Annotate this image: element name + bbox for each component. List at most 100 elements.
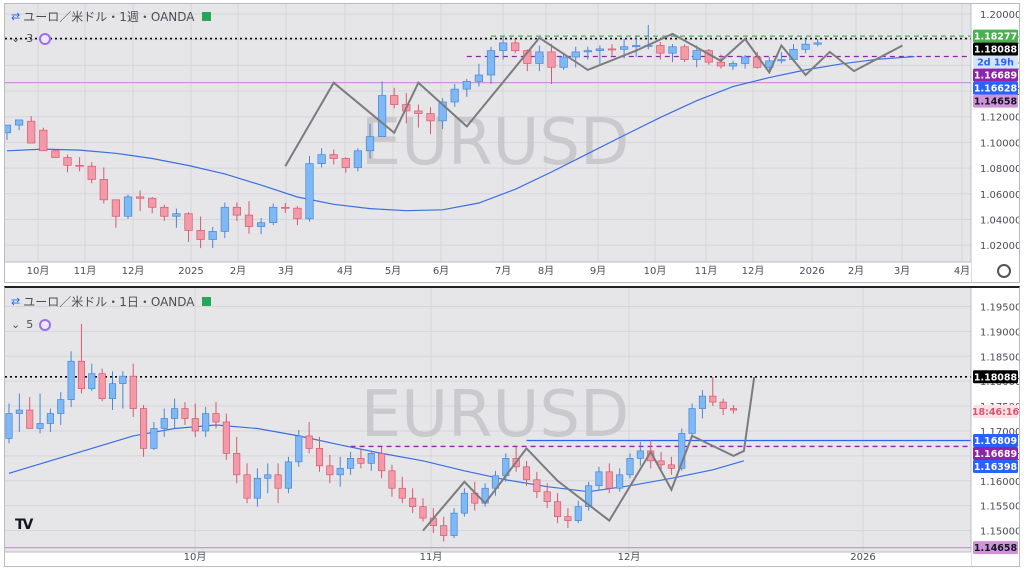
- price-label-tag: [973, 55, 1018, 69]
- candle-body: [619, 46, 629, 50]
- green-flag-icon[interactable]: [201, 12, 211, 21]
- green-flag-icon[interactable]: [201, 297, 211, 306]
- price-tick-label: 1.12000: [980, 113, 1019, 124]
- chevron-down-icon[interactable]: ⌄: [11, 318, 21, 331]
- candle-body: [605, 471, 613, 489]
- candle-body: [119, 375, 127, 384]
- candle-body: [5, 124, 12, 134]
- price-tick-label: 1.18500: [980, 352, 1019, 363]
- candle-body: [135, 196, 145, 199]
- candle-body: [305, 435, 313, 449]
- candle-body: [367, 453, 375, 464]
- daily-indicator-toggle[interactable]: ⌄ 5: [11, 318, 52, 331]
- weekly-chart-pane[interactable]: EURUSD1.200001.180001.160001.140001.1200…: [4, 3, 1020, 283]
- price-label-text: 2d 19h: [977, 58, 1014, 69]
- candle-body: [63, 157, 72, 166]
- price-label-text: 1.16809: [974, 436, 1017, 447]
- price-label-text: 1.14658: [974, 543, 1018, 554]
- candle-body: [212, 413, 220, 423]
- candle-body: [460, 492, 468, 514]
- candle-body: [243, 474, 251, 499]
- candle-body: [39, 129, 48, 152]
- candle-body: [692, 50, 701, 60]
- candle-body: [191, 418, 199, 432]
- time-tick-label: 7月: [495, 265, 511, 277]
- candle-body: [305, 163, 314, 220]
- currency-swap-icon: ⇄: [11, 295, 21, 308]
- price-label-tag: [973, 459, 1018, 473]
- daily-legend: ⇄ ユーロ／米ドル・1日・OANDA: [11, 293, 211, 310]
- candle-body: [281, 206, 290, 209]
- watermark-text: EURUSD: [361, 378, 630, 452]
- candle-body: [688, 408, 696, 434]
- candle-body: [129, 375, 137, 409]
- price-label-tag: [973, 370, 1018, 384]
- candle-body: [315, 448, 324, 467]
- price-tick-label: 1.08000: [980, 164, 1019, 175]
- candle-body: [172, 213, 181, 217]
- time-tick-label: 11月: [420, 551, 443, 563]
- time-tick-label: 3月: [278, 265, 294, 277]
- candle-body: [341, 158, 350, 168]
- candle-body: [232, 206, 242, 216]
- tradingview-logo-icon[interactable]: TV: [15, 517, 33, 533]
- candle-body: [336, 467, 344, 476]
- candle-body: [365, 136, 375, 152]
- price-tick-label: 1.19500: [980, 302, 1019, 313]
- time-axis-background: [5, 552, 971, 566]
- candle-body: [123, 196, 133, 217]
- price-tick-label: 1.15000: [980, 527, 1019, 538]
- candle-body: [553, 501, 562, 517]
- candle-body: [357, 458, 365, 464]
- candle-body: [346, 458, 355, 469]
- candle-body: [636, 450, 644, 459]
- candle-body: [450, 512, 458, 536]
- price-label-tag: [973, 68, 1018, 82]
- candle-body: [388, 470, 396, 489]
- price-label-text: 1.18088: [974, 45, 1018, 56]
- price-tick-label: 1.02000: [980, 241, 1019, 252]
- candle-body: [181, 408, 189, 419]
- price-tick-label: 1.16000: [980, 477, 1019, 488]
- refresh-icon[interactable]: [39, 32, 52, 45]
- candle-body: [571, 51, 580, 58]
- candle-body: [208, 231, 217, 240]
- candle-body: [698, 395, 707, 409]
- candle-body: [377, 95, 387, 137]
- candle-body: [51, 150, 60, 158]
- candle-body: [414, 110, 423, 114]
- moving-average-line: [6, 56, 915, 212]
- candle-body: [716, 61, 726, 67]
- weekly-chart-canvas[interactable]: EURUSD1.200001.180001.160001.140001.1200…: [5, 4, 1019, 282]
- time-tick-label: 6月: [433, 265, 449, 277]
- watermark-text: EURUSD: [361, 106, 630, 180]
- daily-chart-pane[interactable]: EURUSD1.195001.190001.185001.180001.1750…: [4, 286, 1020, 567]
- gear-icon[interactable]: [997, 264, 1011, 278]
- daily-chart-canvas[interactable]: EURUSD1.195001.190001.185001.180001.1750…: [5, 288, 1019, 566]
- refresh-icon[interactable]: [39, 318, 52, 331]
- time-tick-label: 11月: [74, 265, 97, 277]
- candle-body: [67, 360, 75, 400]
- candle-body: [171, 408, 179, 419]
- candle-body: [5, 413, 13, 439]
- candle-body: [595, 471, 603, 487]
- time-tick-label: 2025: [178, 266, 203, 277]
- price-label-tag: [973, 94, 1018, 108]
- candle-body: [511, 42, 520, 51]
- price-label-text: 1.16398: [974, 462, 1018, 473]
- chevron-down-icon[interactable]: ⌄: [11, 32, 21, 45]
- candle-body: [498, 42, 508, 51]
- candle-body: [256, 222, 266, 227]
- candle-body: [678, 433, 686, 469]
- time-tick-label: 4月: [954, 265, 970, 277]
- candle-body: [729, 408, 738, 411]
- price-tick-label: 1.17000: [980, 427, 1019, 438]
- candle-body: [139, 408, 148, 449]
- price-label-tag: [973, 42, 1018, 56]
- time-tick-label: 8月: [538, 265, 554, 277]
- weekly-indicator-toggle[interactable]: ⌄ 3: [11, 32, 52, 45]
- candle-body: [329, 154, 338, 159]
- time-tick-label: 12月: [742, 265, 765, 277]
- candle-body: [57, 399, 65, 414]
- candle-body: [564, 516, 572, 521]
